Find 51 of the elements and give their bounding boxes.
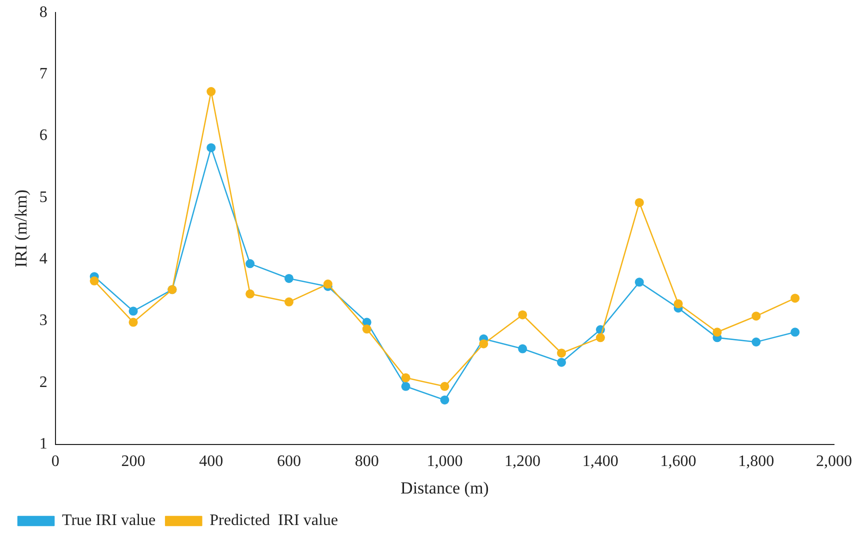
point — [634, 198, 644, 208]
point — [634, 278, 644, 287]
legend-label: Predicted IRI value — [210, 512, 338, 530]
x-tick-label: 600 — [276, 453, 301, 470]
point — [246, 259, 255, 268]
y-tick-label: 1 — [39, 436, 48, 453]
x-tick-label: 1,000 — [426, 453, 463, 470]
point — [440, 382, 450, 391]
x-tick-label: 200 — [121, 453, 146, 470]
point — [790, 294, 800, 303]
y-tick-label: 5 — [39, 188, 48, 206]
x-tick-label: 2,000 — [816, 453, 852, 470]
point — [246, 289, 255, 298]
x-axis-title: Distance (m) — [400, 478, 489, 498]
point — [752, 338, 761, 346]
point — [556, 358, 566, 367]
point — [128, 306, 138, 316]
point — [362, 324, 372, 334]
y-tick-label: 6 — [39, 127, 48, 144]
point — [556, 348, 566, 358]
point — [518, 310, 528, 320]
point — [752, 312, 761, 321]
y-tick-label: 3 — [39, 312, 48, 330]
legend-label: True IRI value — [62, 512, 156, 530]
x-tick-label: 0 — [51, 453, 60, 470]
point — [518, 344, 528, 354]
y-tick-label: 8 — [39, 4, 48, 21]
x-tick-label: 1,400 — [582, 453, 618, 470]
point — [674, 299, 683, 308]
point — [206, 143, 216, 152]
point — [284, 297, 294, 306]
y-tick-label: 4 — [39, 250, 48, 268]
point — [712, 328, 722, 337]
point — [401, 382, 410, 391]
x-tick-label: 1,600 — [660, 453, 696, 470]
x-tick-label: 1,800 — [738, 453, 774, 470]
point — [401, 373, 410, 382]
point — [440, 395, 450, 404]
y-axis-title: IRI (m/km) — [12, 190, 31, 268]
y-tick-label: 2 — [39, 374, 48, 391]
point — [596, 333, 605, 342]
x-tick-label: 800 — [354, 453, 379, 470]
point — [284, 274, 294, 283]
point — [206, 87, 216, 96]
x-tick-label: 400 — [199, 453, 224, 470]
y-tick-label: 7 — [39, 65, 48, 82]
point — [128, 318, 138, 327]
point — [90, 276, 99, 286]
point — [479, 339, 488, 348]
point — [790, 328, 800, 337]
x-tick-label: 1,200 — [504, 453, 541, 470]
